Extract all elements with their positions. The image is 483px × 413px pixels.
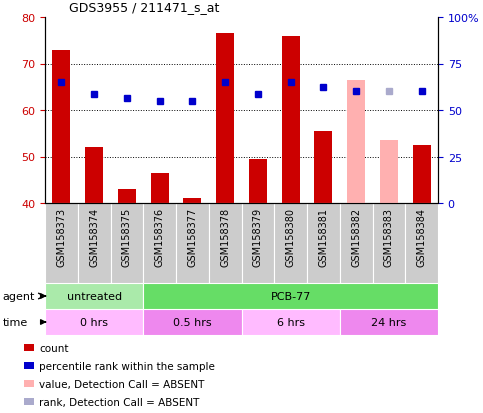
Bar <box>45 309 143 335</box>
Text: GSM158382: GSM158382 <box>351 207 361 266</box>
Text: count: count <box>39 343 69 353</box>
Bar <box>380 141 398 204</box>
Text: PCB-77: PCB-77 <box>270 291 311 301</box>
Text: 0 hrs: 0 hrs <box>80 317 108 327</box>
Text: GSM158373: GSM158373 <box>57 207 66 266</box>
Bar <box>412 145 431 204</box>
Text: untreated: untreated <box>67 291 122 301</box>
Bar <box>24 344 34 351</box>
Text: 0.5 hrs: 0.5 hrs <box>173 317 212 327</box>
Text: GSM158378: GSM158378 <box>220 207 230 266</box>
Text: GSM158376: GSM158376 <box>155 207 165 266</box>
Text: GSM158374: GSM158374 <box>89 207 99 266</box>
Bar <box>143 204 176 283</box>
Bar <box>111 204 143 283</box>
Bar <box>151 173 169 204</box>
Bar <box>85 148 103 204</box>
Bar <box>242 309 340 335</box>
Text: GSM158383: GSM158383 <box>384 207 394 266</box>
Text: GSM158377: GSM158377 <box>187 207 198 267</box>
Text: 6 hrs: 6 hrs <box>277 317 305 327</box>
Bar <box>242 204 274 283</box>
Text: 24 hrs: 24 hrs <box>371 317 407 327</box>
Bar <box>340 204 372 283</box>
Bar <box>143 283 438 309</box>
Bar <box>24 362 34 370</box>
Bar <box>176 204 209 283</box>
Text: time: time <box>2 317 28 327</box>
Text: GSM158384: GSM158384 <box>417 207 426 266</box>
Text: GSM158375: GSM158375 <box>122 207 132 267</box>
Bar <box>118 190 136 204</box>
Text: value, Detection Call = ABSENT: value, Detection Call = ABSENT <box>39 379 204 389</box>
Text: percentile rank within the sample: percentile rank within the sample <box>39 361 215 371</box>
Bar <box>347 81 365 204</box>
Bar <box>143 309 242 335</box>
Bar <box>209 204 242 283</box>
Text: rank, Detection Call = ABSENT: rank, Detection Call = ABSENT <box>39 397 199 407</box>
Text: agent: agent <box>2 291 35 301</box>
Bar <box>216 34 234 204</box>
Bar <box>184 199 201 204</box>
Bar <box>405 204 438 283</box>
Bar <box>24 380 34 387</box>
Bar <box>45 283 143 309</box>
Bar <box>340 309 438 335</box>
Text: GSM158379: GSM158379 <box>253 207 263 266</box>
Bar <box>249 159 267 204</box>
Bar <box>45 204 78 283</box>
Bar <box>314 132 332 204</box>
Text: GSM158380: GSM158380 <box>285 207 296 266</box>
Bar <box>274 204 307 283</box>
Text: GSM158381: GSM158381 <box>318 207 328 266</box>
Bar <box>282 36 299 204</box>
Bar <box>307 204 340 283</box>
Bar <box>78 204 111 283</box>
Bar <box>24 398 34 406</box>
Text: GDS3955 / 211471_s_at: GDS3955 / 211471_s_at <box>69 1 220 14</box>
Bar <box>372 204 405 283</box>
Bar <box>52 50 71 204</box>
